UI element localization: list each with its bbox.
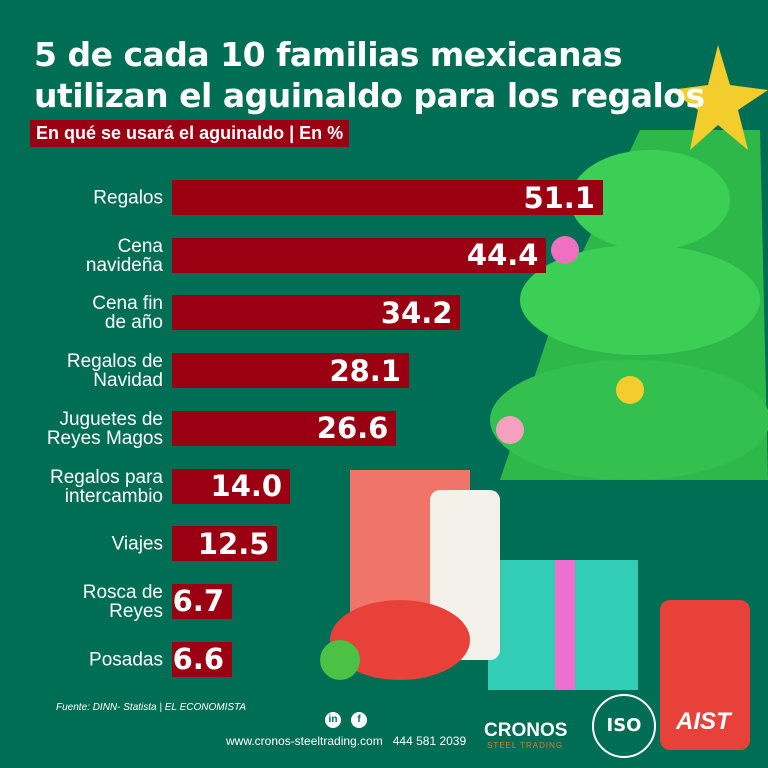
bar-row: Cena navideña 44.4 — [0, 235, 768, 276]
value-label: 44.4 — [466, 238, 539, 273]
category-label: Cena fin de año — [92, 293, 163, 334]
bar: 26.6 — [172, 410, 397, 446]
category-label: Viajes — [111, 533, 163, 555]
category-label: Cena navideña — [85, 235, 163, 276]
value-label: 12.5 — [197, 526, 270, 561]
page-title: 5 de cada 10 familias mexicanas utilizan… — [34, 34, 705, 116]
bar: 6.6 — [172, 641, 232, 677]
website-link[interactable]: www.cronos-steeltrading.com — [226, 734, 383, 748]
value-label: 14.0 — [210, 469, 283, 503]
value-label: 34.2 — [380, 295, 453, 330]
bar-row: Posadas 6.6 — [0, 641, 768, 678]
bar: 34.2 — [172, 295, 461, 331]
category-label: Posadas — [89, 649, 163, 671]
iso-badge: ISO — [592, 694, 656, 758]
value-label: 26.6 — [316, 411, 389, 446]
bar: 14.0 — [172, 468, 291, 504]
contact-info: www.cronos-steeltrading.com 444 581 2039 — [226, 734, 466, 748]
subtitle: En qué se usará el aguinaldo | En % — [30, 120, 350, 147]
bar-row: Viajes 12.5 — [0, 526, 768, 562]
cronos-logo-subtitle: STEEL TRADING — [487, 741, 564, 750]
cronos-logo: CRONOS — [484, 720, 568, 741]
category-label: Regalos para intercambio — [49, 466, 163, 507]
bar-row: Regalos de Navidad 28.1 — [0, 351, 768, 392]
bar: 12.5 — [172, 526, 278, 562]
title-line-2: utilizan el aguinaldo para los regalos — [34, 76, 705, 115]
bar-row: Regalos para intercambio 14.0 — [0, 466, 768, 507]
value-label: 6.7 — [172, 584, 224, 619]
bar-row: Juguetes de Reyes Magos 26.6 — [0, 408, 768, 449]
category-label: Rosca de Reyes — [82, 581, 163, 622]
category-label: Juguetes de Reyes Magos — [46, 408, 163, 449]
phone-number: 444 581 2039 — [392, 734, 467, 748]
bar: 51.1 — [172, 180, 603, 215]
value-label: 51.1 — [523, 180, 595, 215]
category-label: Regalos de Navidad — [66, 351, 163, 392]
linkedin-icon[interactable]: in — [325, 712, 341, 728]
source-note: Fuente: DINN- Statista | EL ECONOMISTA — [56, 702, 247, 713]
title-line-1: 5 de cada 10 familias mexicanas — [34, 35, 623, 74]
bar-row: Cena fin de año 34.2 — [0, 293, 768, 334]
bar: 28.1 — [172, 353, 409, 389]
aist-logo: AIST — [676, 708, 731, 735]
bar: 6.7 — [172, 583, 232, 619]
bar-row: Rosca de Reyes 6.7 — [0, 581, 768, 622]
category-label: Regalos — [93, 187, 163, 209]
facebook-icon[interactable]: f — [351, 712, 367, 728]
bar: 44.4 — [172, 237, 547, 273]
bar-row: Regalos 51.1 — [0, 180, 768, 216]
value-label: 28.1 — [329, 353, 401, 388]
value-label: 6.6 — [172, 642, 224, 677]
